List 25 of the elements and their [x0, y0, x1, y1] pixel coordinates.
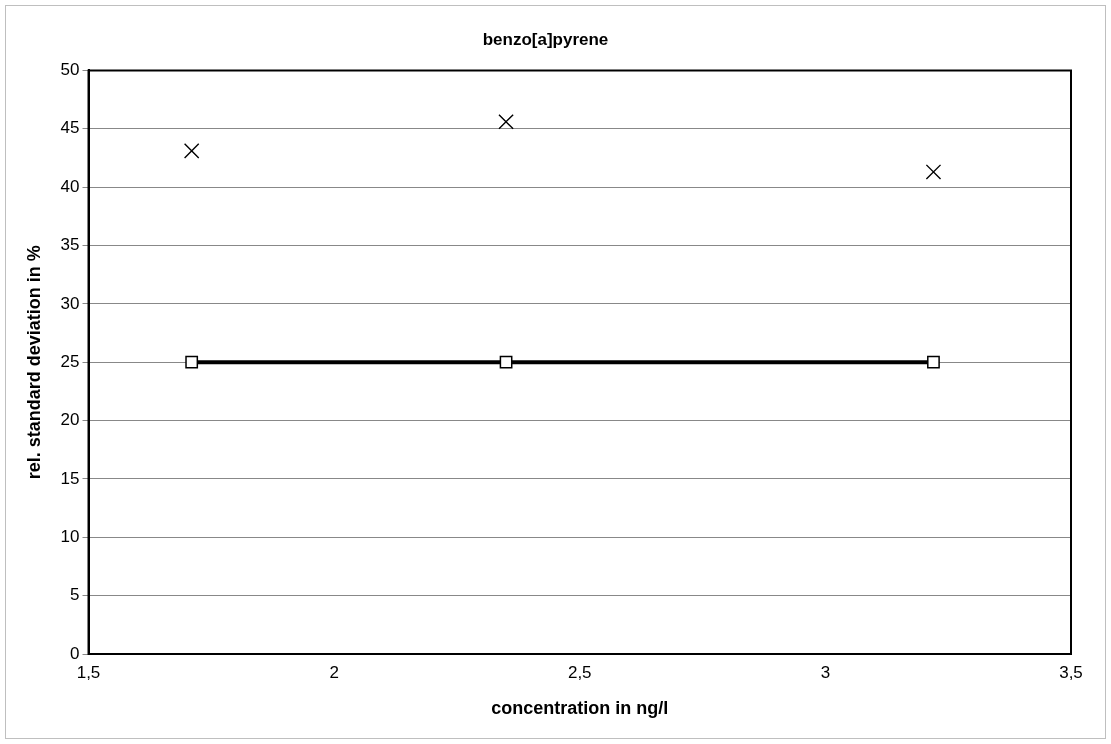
y-tick-label: 20 [60, 410, 80, 430]
point [499, 355, 513, 369]
y-tick-label: 5 [70, 585, 80, 605]
point [927, 355, 940, 369]
y-tick-label: 10 [60, 526, 80, 546]
point [185, 355, 199, 369]
x-tick-label: 3,5 [1059, 662, 1083, 682]
y-tick-label: 35 [60, 235, 80, 255]
y-tick-label: 40 [60, 176, 80, 196]
point [183, 143, 200, 159]
y-tick-label: 0 [70, 643, 80, 663]
chart-title: benzo[a]pyrene [482, 29, 609, 49]
point [498, 113, 514, 130]
x-tick-label: 2 [329, 662, 339, 682]
y-tick-label: 30 [60, 293, 80, 313]
y-tick-label: 45 [60, 118, 80, 138]
x-axis-title: concentration in ng/l [491, 698, 669, 719]
y-axis-title: rel. standard deviation in % [23, 245, 44, 480]
x-tick-label: 2,5 [567, 662, 592, 682]
y-tick-label: 15 [60, 468, 80, 488]
x-tick-label: 3 [820, 662, 831, 682]
point [925, 164, 942, 180]
y-tick-label: 25 [60, 351, 80, 371]
x-tick-label: 1,5 [76, 662, 101, 682]
y-tick-label: 50 [60, 60, 80, 80]
